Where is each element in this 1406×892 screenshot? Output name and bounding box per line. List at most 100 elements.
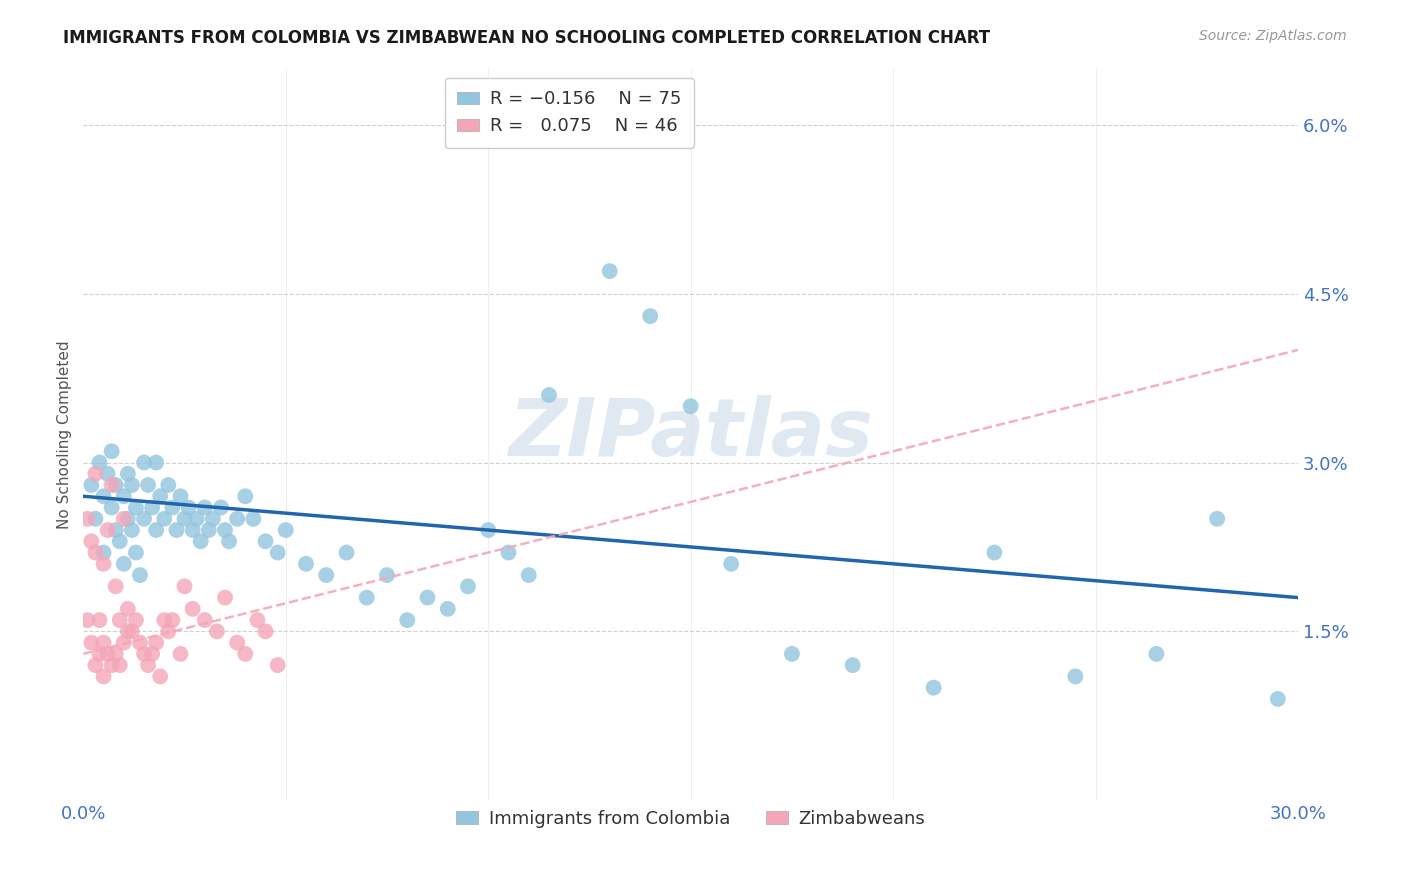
Point xyxy=(108,613,131,627)
Point xyxy=(100,500,122,515)
Point xyxy=(266,658,288,673)
Legend: Immigrants from Colombia, Zimbabweans: Immigrants from Colombia, Zimbabweans xyxy=(449,803,932,835)
Point xyxy=(720,557,742,571)
Point xyxy=(233,489,256,503)
Point xyxy=(89,456,111,470)
Point xyxy=(173,579,195,593)
Point xyxy=(129,635,152,649)
Point xyxy=(100,444,122,458)
Point xyxy=(145,523,167,537)
Point xyxy=(104,579,127,593)
Point xyxy=(169,647,191,661)
Point xyxy=(84,658,107,673)
Point xyxy=(173,512,195,526)
Point xyxy=(108,658,131,673)
Point xyxy=(84,545,107,559)
Point xyxy=(117,512,139,526)
Point xyxy=(205,624,228,639)
Point xyxy=(112,489,135,503)
Point xyxy=(983,545,1005,559)
Point xyxy=(194,613,217,627)
Point xyxy=(242,512,264,526)
Point xyxy=(190,534,212,549)
Point xyxy=(136,658,159,673)
Point xyxy=(157,624,180,639)
Point xyxy=(121,478,143,492)
Point xyxy=(181,602,204,616)
Point xyxy=(599,264,621,278)
Point xyxy=(80,534,103,549)
Point xyxy=(129,568,152,582)
Point xyxy=(922,681,945,695)
Point xyxy=(93,669,115,683)
Point xyxy=(457,579,479,593)
Point xyxy=(125,500,148,515)
Point xyxy=(97,523,120,537)
Point xyxy=(226,635,249,649)
Point xyxy=(93,635,115,649)
Point xyxy=(780,647,803,661)
Point xyxy=(214,591,236,605)
Point xyxy=(226,512,249,526)
Point xyxy=(112,512,135,526)
Y-axis label: No Schooling Completed: No Schooling Completed xyxy=(58,340,72,529)
Point xyxy=(132,512,155,526)
Point xyxy=(498,545,520,559)
Text: IMMIGRANTS FROM COLOMBIA VS ZIMBABWEAN NO SCHOOLING COMPLETED CORRELATION CHART: IMMIGRANTS FROM COLOMBIA VS ZIMBABWEAN N… xyxy=(63,29,990,47)
Point xyxy=(84,467,107,481)
Point xyxy=(112,557,135,571)
Point xyxy=(104,523,127,537)
Point xyxy=(112,635,135,649)
Text: Source: ZipAtlas.com: Source: ZipAtlas.com xyxy=(1199,29,1347,44)
Point xyxy=(194,500,217,515)
Point xyxy=(104,478,127,492)
Point xyxy=(97,647,120,661)
Point xyxy=(117,467,139,481)
Point xyxy=(153,613,176,627)
Point xyxy=(186,512,208,526)
Point xyxy=(162,613,184,627)
Point xyxy=(145,635,167,649)
Point xyxy=(141,647,163,661)
Point xyxy=(165,523,187,537)
Point xyxy=(266,545,288,559)
Point xyxy=(125,613,148,627)
Point xyxy=(117,624,139,639)
Point xyxy=(517,568,540,582)
Point xyxy=(97,467,120,481)
Point xyxy=(136,478,159,492)
Point xyxy=(108,534,131,549)
Point xyxy=(209,500,232,515)
Point xyxy=(315,568,337,582)
Point xyxy=(100,658,122,673)
Point xyxy=(145,456,167,470)
Point xyxy=(537,388,560,402)
Point xyxy=(356,591,378,605)
Point xyxy=(153,512,176,526)
Point xyxy=(76,512,98,526)
Point xyxy=(125,545,148,559)
Point xyxy=(141,500,163,515)
Point xyxy=(396,613,419,627)
Point xyxy=(169,489,191,503)
Point xyxy=(104,647,127,661)
Point xyxy=(117,602,139,616)
Point xyxy=(93,557,115,571)
Point xyxy=(218,534,240,549)
Point xyxy=(558,118,581,132)
Point xyxy=(149,669,172,683)
Point xyxy=(93,545,115,559)
Point xyxy=(132,647,155,661)
Point xyxy=(177,500,200,515)
Point xyxy=(157,478,180,492)
Point xyxy=(93,489,115,503)
Point xyxy=(416,591,439,605)
Point xyxy=(254,624,277,639)
Point xyxy=(246,613,269,627)
Point xyxy=(1267,692,1289,706)
Point xyxy=(679,399,702,413)
Point xyxy=(375,568,398,582)
Point xyxy=(233,647,256,661)
Point xyxy=(1064,669,1087,683)
Point xyxy=(100,478,122,492)
